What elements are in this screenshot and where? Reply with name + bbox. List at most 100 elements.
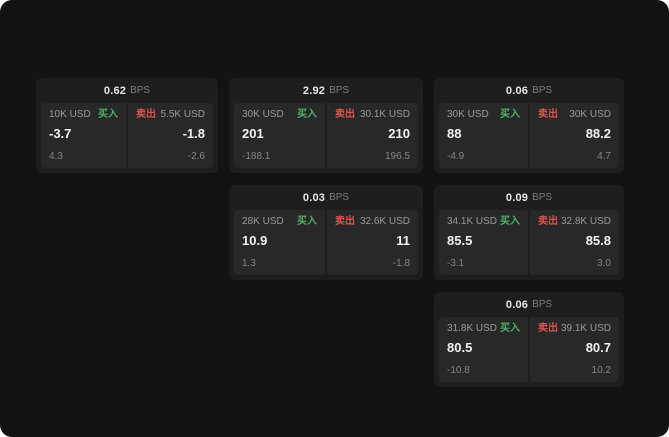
sell-label: 卖出 bbox=[538, 109, 558, 120]
buy-sub-value: 1.3 bbox=[242, 258, 256, 269]
quote-card-body: 28K USD 买入 10.9 1.3 卖出 32.6K USD 11 -1.8 bbox=[229, 210, 423, 280]
bps-unit-label: BPS bbox=[532, 299, 553, 310]
sell-price: 88.2 bbox=[585, 126, 611, 141]
sell-panel-top: 卖出 30.1K USD bbox=[335, 109, 410, 121]
bps-value: 0.03 bbox=[302, 191, 326, 204]
buy-label: 买入 bbox=[500, 323, 520, 334]
buy-panel[interactable]: 31.8K USD 买入 80.5 -10.8 bbox=[439, 317, 528, 382]
sell-sub-value: -2.6 bbox=[187, 151, 205, 162]
buy-amount: 10K USD bbox=[49, 109, 91, 120]
bps-value: 0.09 bbox=[505, 191, 529, 204]
sell-label: 卖出 bbox=[538, 323, 558, 334]
bps-unit-label: BPS bbox=[329, 85, 350, 96]
sell-price: 11 bbox=[396, 233, 410, 248]
buy-panel[interactable]: 34.1K USD 买入 85.5 -3.1 bbox=[439, 210, 528, 275]
sell-sub-value: 10.2 bbox=[591, 365, 611, 376]
buy-panel-top: 31.8K USD 买入 bbox=[447, 323, 520, 335]
buy-amount: 34.1K USD bbox=[447, 216, 498, 227]
sell-panel-top: 卖出 39.1K USD bbox=[538, 323, 611, 335]
quote-card: 2.92 BPS 30K USD 买入 201 -188.1 卖出 30.1K … bbox=[229, 78, 423, 173]
bps-unit-label: BPS bbox=[532, 85, 553, 96]
bps-header: 0.06 BPS bbox=[434, 78, 624, 103]
quote-card-body: 30K USD 买入 201 -188.1 卖出 30.1K USD 210 1… bbox=[229, 103, 423, 173]
buy-panel-top: 28K USD 买入 bbox=[242, 216, 317, 228]
sell-panel[interactable]: 卖出 30.1K USD 210 196.5 bbox=[327, 103, 418, 168]
sell-panel[interactable]: 卖出 32.6K USD 11 -1.8 bbox=[327, 210, 418, 275]
buy-sub-value: -3.1 bbox=[447, 258, 465, 269]
bps-header: 2.92 BPS bbox=[229, 78, 423, 103]
sell-panel-top: 卖出 32.6K USD bbox=[335, 216, 410, 228]
buy-panel-top: 34.1K USD 买入 bbox=[447, 216, 520, 228]
sell-label: 卖出 bbox=[136, 109, 156, 120]
sell-sub-value: 4.7 bbox=[597, 151, 611, 162]
bps-unit-label: BPS bbox=[532, 192, 553, 203]
buy-amount: 28K USD bbox=[242, 216, 284, 227]
quote-card: 0.03 BPS 28K USD 买入 10.9 1.3 卖出 32.6K US… bbox=[229, 185, 423, 280]
buy-sub-value: -188.1 bbox=[242, 151, 271, 162]
buy-label: 买入 bbox=[500, 216, 520, 227]
buy-label: 买入 bbox=[297, 216, 317, 227]
quote-card-body: 10K USD 买入 -3.7 4.3 卖出 5.5K USD -1.8 -2.… bbox=[36, 103, 218, 173]
buy-label: 买入 bbox=[98, 109, 118, 120]
sell-price: -1.8 bbox=[182, 126, 205, 141]
sell-amount: 30K USD bbox=[569, 109, 611, 120]
quote-card-body: 34.1K USD 买入 85.5 -3.1 卖出 32.8K USD 85.8… bbox=[434, 210, 624, 280]
sell-label: 卖出 bbox=[335, 216, 355, 227]
bps-value: 0.62 bbox=[103, 84, 127, 97]
buy-amount: 30K USD bbox=[242, 109, 284, 120]
buy-panel[interactable]: 10K USD 买入 -3.7 4.3 bbox=[41, 103, 126, 168]
buy-price: -3.7 bbox=[49, 126, 72, 141]
bps-header: 0.09 BPS bbox=[434, 185, 624, 210]
buy-sub-value: -4.9 bbox=[447, 151, 465, 162]
quote-card-grid: 0.62 BPS 10K USD 买入 -3.7 4.3 卖出 5.5K USD bbox=[36, 78, 624, 387]
buy-price: 201 bbox=[242, 126, 264, 141]
sell-label: 卖出 bbox=[335, 109, 355, 120]
sell-panel[interactable]: 卖出 30K USD 88.2 4.7 bbox=[530, 103, 619, 168]
sell-panel[interactable]: 卖出 39.1K USD 80.7 10.2 bbox=[530, 317, 619, 382]
buy-amount: 31.8K USD bbox=[447, 323, 498, 334]
sell-panel-top: 卖出 30K USD bbox=[538, 109, 611, 121]
quote-card: 0.62 BPS 10K USD 买入 -3.7 4.3 卖出 5.5K USD bbox=[36, 78, 218, 173]
quote-card-body: 30K USD 买入 88 -4.9 卖出 30K USD 88.2 4.7 bbox=[434, 103, 624, 173]
buy-panel[interactable]: 28K USD 买入 10.9 1.3 bbox=[234, 210, 325, 275]
quote-card: 0.09 BPS 34.1K USD 买入 85.5 -3.1 卖出 32.8K… bbox=[434, 185, 624, 280]
sell-amount: 32.8K USD bbox=[560, 216, 611, 227]
bps-value: 0.06 bbox=[505, 298, 529, 311]
buy-panel[interactable]: 30K USD 买入 201 -188.1 bbox=[234, 103, 325, 168]
bps-value: 0.06 bbox=[505, 84, 529, 97]
quote-card: 0.06 BPS 30K USD 买入 88 -4.9 卖出 30K USD bbox=[434, 78, 624, 173]
sell-panel-top: 卖出 5.5K USD bbox=[136, 109, 205, 121]
bps-header: 0.62 BPS bbox=[36, 78, 218, 103]
bps-header: 0.06 BPS bbox=[434, 292, 624, 317]
sell-sub-value: -1.8 bbox=[392, 258, 410, 269]
buy-price: 80.5 bbox=[447, 340, 473, 355]
bps-unit-label: BPS bbox=[130, 85, 151, 96]
quote-card-body: 31.8K USD 买入 80.5 -10.8 卖出 39.1K USD 80.… bbox=[434, 317, 624, 387]
sell-price: 85.8 bbox=[585, 233, 611, 248]
sell-amount: 5.5K USD bbox=[160, 109, 205, 120]
buy-price: 88 bbox=[447, 126, 462, 141]
sell-panel[interactable]: 卖出 32.8K USD 85.8 3.0 bbox=[530, 210, 619, 275]
bps-header: 0.03 BPS bbox=[229, 185, 423, 210]
buy-amount: 30K USD bbox=[447, 109, 489, 120]
buy-label: 买入 bbox=[500, 109, 520, 120]
buy-sub-value: 4.3 bbox=[49, 151, 63, 162]
buy-sub-value: -10.8 bbox=[447, 365, 470, 376]
sell-sub-value: 196.5 bbox=[384, 151, 410, 162]
sell-panel[interactable]: 卖出 5.5K USD -1.8 -2.6 bbox=[128, 103, 213, 168]
sell-sub-value: 3.0 bbox=[597, 258, 611, 269]
bps-unit-label: BPS bbox=[329, 192, 350, 203]
sell-price: 210 bbox=[388, 126, 410, 141]
sell-amount: 39.1K USD bbox=[560, 323, 611, 334]
sell-panel-top: 卖出 32.8K USD bbox=[538, 216, 611, 228]
buy-price: 85.5 bbox=[447, 233, 473, 248]
quote-card: 0.06 BPS 31.8K USD 买入 80.5 -10.8 卖出 39.1… bbox=[434, 292, 624, 387]
sell-amount: 30.1K USD bbox=[359, 109, 410, 120]
buy-panel[interactable]: 30K USD 买入 88 -4.9 bbox=[439, 103, 528, 168]
sell-price: 80.7 bbox=[585, 340, 611, 355]
buy-panel-top: 30K USD 买入 bbox=[447, 109, 520, 121]
bps-value: 2.92 bbox=[302, 84, 326, 97]
buy-panel-top: 30K USD 买入 bbox=[242, 109, 317, 121]
buy-panel-top: 10K USD 买入 bbox=[49, 109, 118, 121]
